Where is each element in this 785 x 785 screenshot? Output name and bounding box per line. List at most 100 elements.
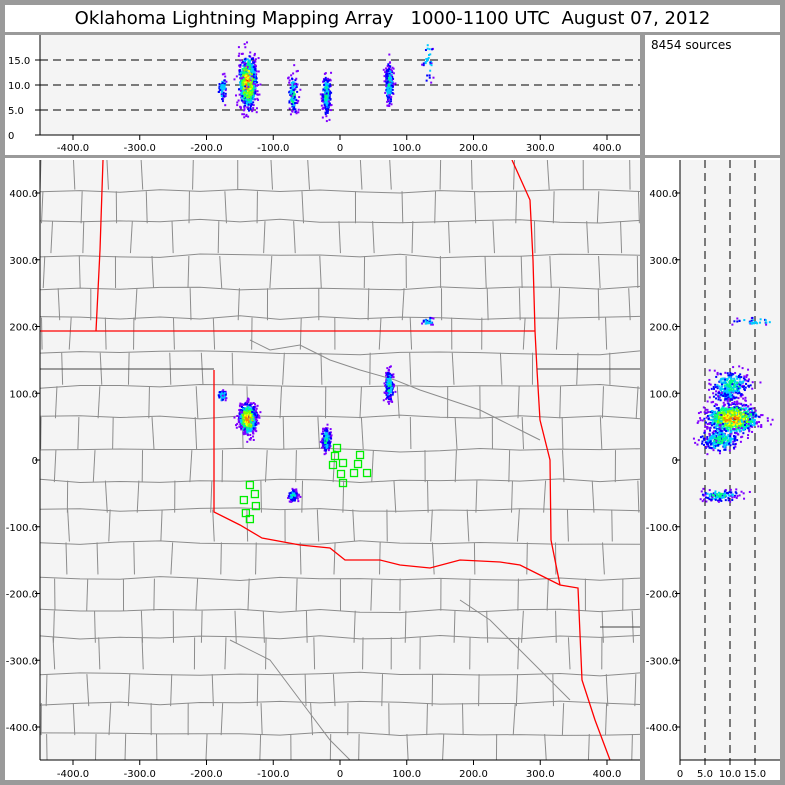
- source-point: [430, 64, 433, 67]
- source-point: [735, 496, 738, 499]
- source-point: [296, 83, 299, 86]
- source-point: [429, 63, 432, 66]
- source-point: [391, 400, 394, 403]
- source-point: [721, 492, 724, 495]
- source-point: [291, 101, 294, 104]
- source-point: [745, 420, 748, 423]
- source-point: [723, 490, 726, 493]
- source-point: [224, 393, 227, 396]
- source-point: [726, 491, 729, 494]
- y-tick-label: 300.0: [9, 256, 38, 267]
- source-point: [719, 429, 722, 432]
- county-boundary: [521, 417, 525, 450]
- source-point: [733, 414, 736, 417]
- source-point: [384, 91, 387, 94]
- source-point: [238, 81, 241, 84]
- source-point: [744, 412, 747, 415]
- source-point: [713, 420, 716, 423]
- x-tick-label: 10.0: [719, 769, 741, 780]
- source-point: [719, 423, 722, 426]
- source-point: [293, 95, 296, 98]
- station-marker: [239, 495, 249, 505]
- county-boundary: [353, 610, 356, 643]
- x-tick-label: 400.0: [593, 769, 622, 780]
- source-point: [290, 90, 293, 93]
- source-point: [727, 442, 730, 445]
- source-point: [726, 419, 729, 422]
- source-point: [243, 100, 246, 103]
- source-point: [245, 422, 248, 425]
- source-point: [722, 423, 725, 426]
- source-point: [249, 424, 252, 427]
- county-boundary: [546, 160, 550, 190]
- source-point: [256, 97, 259, 100]
- source-point: [243, 106, 246, 109]
- source-point: [242, 422, 245, 425]
- source-point: [719, 493, 722, 496]
- title-box: [5, 5, 780, 32]
- source-point: [255, 411, 258, 414]
- county-boundary: [628, 288, 631, 321]
- source-point: [389, 393, 392, 396]
- source-point: [731, 494, 734, 497]
- source-point: [720, 496, 723, 499]
- x-tick-label: 100.0: [392, 769, 421, 780]
- county-boundary: [40, 507, 640, 512]
- source-point: [236, 414, 239, 417]
- source-point: [292, 490, 295, 493]
- source-point: [249, 92, 252, 95]
- county-boundary: [555, 610, 557, 643]
- source-point: [240, 91, 243, 94]
- x-tick-label: -200.0: [190, 769, 222, 780]
- source-point: [244, 82, 247, 85]
- source-point: [747, 405, 750, 408]
- source-point: [714, 492, 717, 495]
- source-point: [258, 416, 261, 419]
- county-boundary: [635, 386, 639, 419]
- source-point: [246, 418, 249, 421]
- source-point: [247, 62, 250, 65]
- county-boundary: [517, 578, 519, 611]
- source-point: [727, 415, 730, 418]
- source-point: [222, 389, 225, 392]
- county-boundary: [430, 509, 433, 542]
- source-point: [247, 74, 250, 77]
- source-point: [713, 445, 716, 448]
- source-point: [392, 385, 395, 388]
- source-point: [329, 431, 332, 434]
- source-point: [711, 494, 714, 497]
- source-point: [252, 97, 255, 100]
- source-point: [249, 421, 252, 424]
- source-point: [254, 87, 257, 90]
- x-tick-label: 0: [337, 143, 343, 154]
- source-point: [243, 410, 246, 413]
- county-boundary: [40, 253, 640, 259]
- source-point: [722, 432, 725, 435]
- source-point: [711, 431, 714, 434]
- source-point: [725, 411, 728, 414]
- source-point: [723, 428, 726, 431]
- source-point: [325, 86, 328, 89]
- source-point: [734, 426, 737, 429]
- source-point: [324, 89, 327, 92]
- source-point: [738, 494, 741, 497]
- source-point: [242, 60, 245, 63]
- source-point: [251, 103, 254, 106]
- source-point: [242, 64, 245, 67]
- source-point: [747, 415, 750, 418]
- source-point: [246, 400, 249, 403]
- source-point: [240, 86, 243, 89]
- source-point: [752, 416, 755, 419]
- source-point: [714, 412, 717, 415]
- source-point: [322, 432, 325, 435]
- station-marker: [338, 478, 348, 488]
- source-point: [703, 411, 706, 414]
- source-point: [728, 424, 731, 427]
- y-tick-label: 10.0: [8, 81, 30, 92]
- source-point: [704, 421, 707, 424]
- source-point: [735, 415, 738, 418]
- source-point: [729, 500, 732, 503]
- source-point: [246, 86, 249, 89]
- county-boundary: [108, 509, 111, 542]
- source-point: [252, 86, 255, 89]
